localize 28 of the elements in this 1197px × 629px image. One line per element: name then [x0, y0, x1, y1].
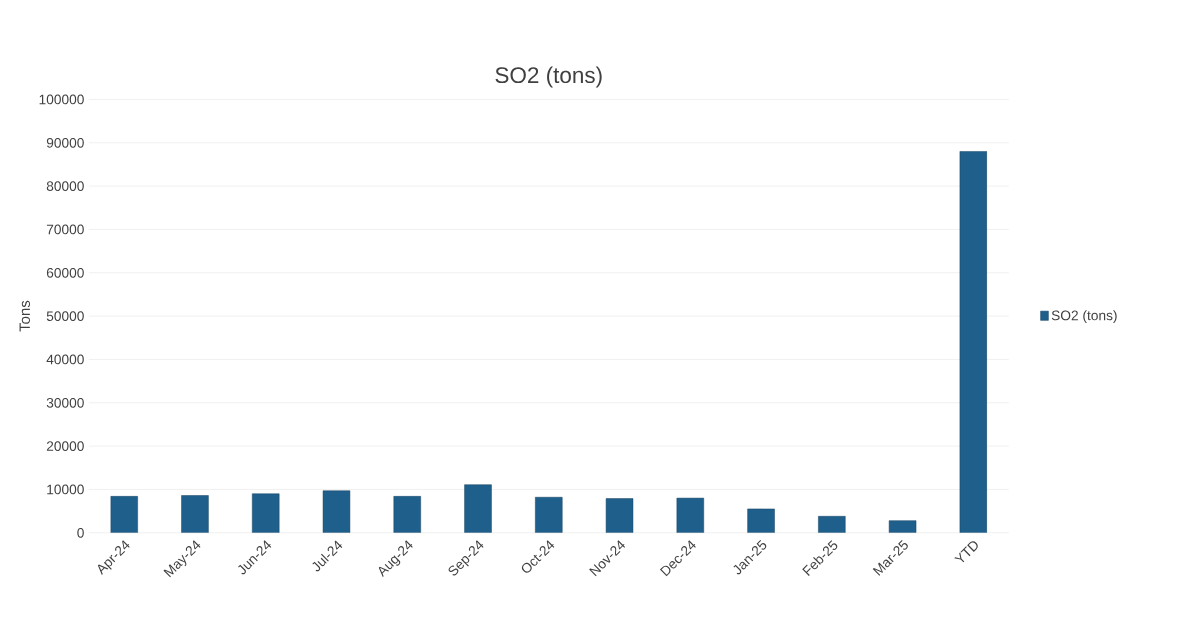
- bar: [676, 498, 704, 533]
- bar: [322, 490, 351, 533]
- y-tick-label: 70000: [46, 224, 84, 235]
- y-axis-title: Tons: [19, 300, 30, 332]
- chart-title: SO2 (tons): [495, 66, 602, 88]
- bar: [818, 516, 846, 533]
- bar: [393, 496, 421, 533]
- y-tick-label: 10000: [47, 484, 84, 495]
- bar: [747, 508, 775, 533]
- y-tick-label: 0: [77, 528, 84, 538]
- bar: [535, 497, 563, 533]
- bar: [888, 520, 917, 533]
- y-tick-label: 30000: [46, 398, 84, 408]
- y-tick-label: 60000: [46, 268, 84, 278]
- y-tick-label: 90000: [46, 138, 84, 148]
- y-tick-label: 100000: [39, 94, 84, 105]
- y-tick-label: 80000: [46, 181, 84, 192]
- y-tick-label: 20000: [46, 441, 84, 452]
- bar: [464, 484, 492, 533]
- bar: [181, 495, 209, 533]
- legend-label: SO2 (tons): [1051, 310, 1117, 324]
- bar: [959, 151, 988, 533]
- bar: [110, 496, 138, 533]
- y-tick-label: 40000: [46, 354, 84, 365]
- bar: [252, 493, 280, 533]
- x-tick-label: YTD: [954, 541, 978, 563]
- bar: [605, 498, 634, 533]
- y-tick-label: 50000: [46, 311, 84, 322]
